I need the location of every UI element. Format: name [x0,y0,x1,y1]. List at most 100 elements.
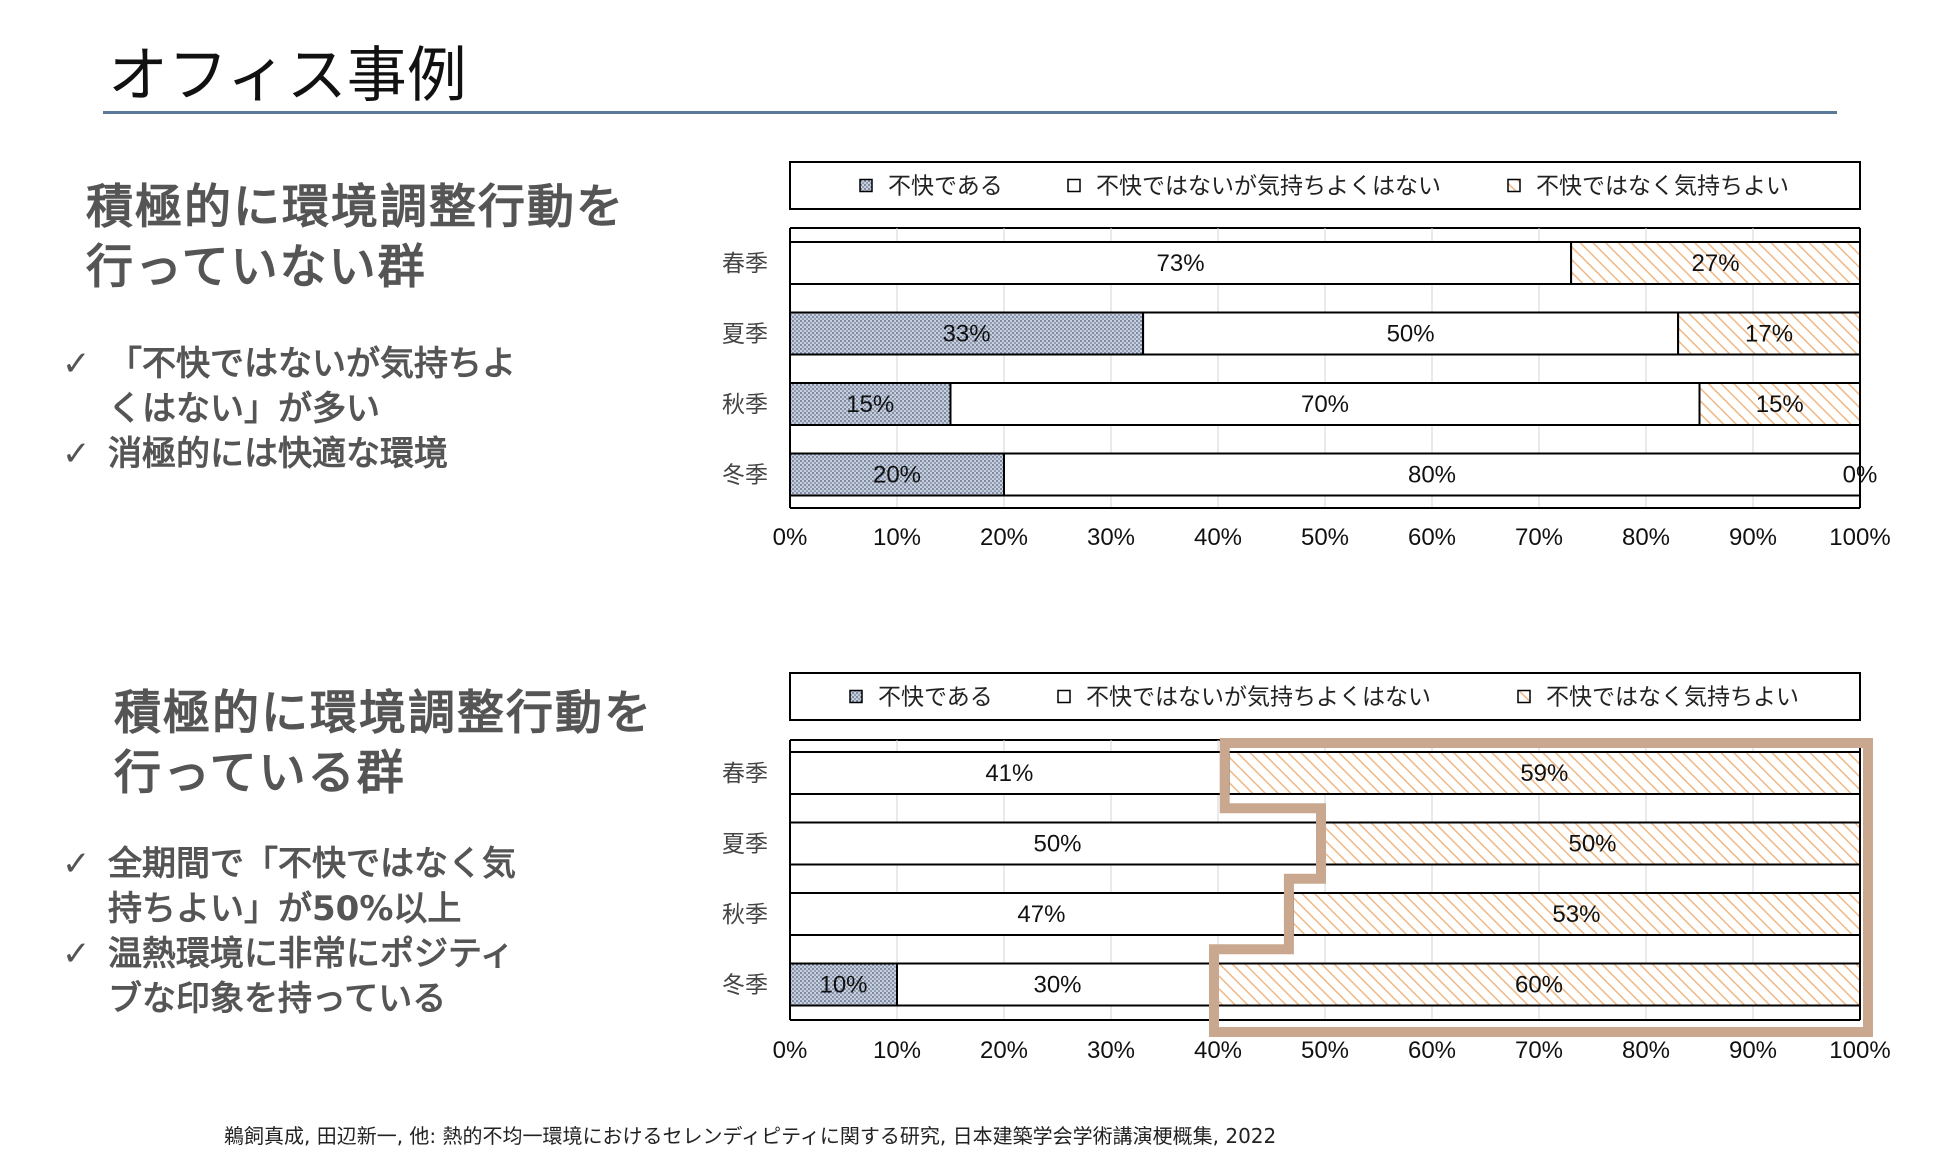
legend-label: 不快ではないが気持ちよくはない [1086,685,1431,711]
x-tick-label: 40% [1194,524,1242,551]
heading-line: 積極的に環境調整行動を [114,686,653,741]
category-label: 秋季 [722,902,768,928]
category-label: 冬季 [722,973,768,999]
bullet-list-not-active: ✓ 「不快ではないが気持ちよ くはない」が多い ✓ 消極的には快適な環境 [62,342,516,477]
x-tick-label: 90% [1729,524,1777,551]
bar-segment [789,382,952,426]
legend-swatch [859,178,873,193]
data-label: 60% [1515,972,1563,999]
data-label: 53% [1552,901,1600,928]
x-tick-label: 60% [1408,1037,1456,1064]
bar-segment [1142,311,1680,356]
data-label: 20% [873,462,921,489]
bar-segment [789,452,1005,497]
x-tick-label: 0% [773,1037,808,1064]
bar-segment [789,241,1573,285]
x-tick-label: 100% [1829,524,1890,551]
data-label: 33% [943,321,991,348]
legend-label: 不快である [878,685,993,711]
bullet-text: 消極的には快適な環境 [108,434,448,474]
x-tick-label: 90% [1729,1037,1777,1064]
heading-line: 行っていない群 [86,240,427,295]
legend-label: 不快ではなく気持ちよい [1546,685,1799,711]
bar-segment [949,382,1701,426]
legend-swatch [849,689,863,704]
heading-line: 行っている群 [114,746,406,801]
highlight-outline [1209,738,1873,1037]
check-icon: ✓ [62,344,91,384]
data-label: 59% [1520,760,1568,787]
bullet-item: ✓ 温熱環境に非常にポジティ ブな印象を持っている [62,932,516,1022]
data-label: 15% [1756,391,1804,418]
category-label: 春季 [722,761,768,787]
bar-segment [1677,311,1861,356]
legend-label: 不快ではなく気持ちよい [1536,174,1789,200]
check-icon: ✓ [62,434,91,474]
bullet-list-active: ✓ 全期間で「不快ではなく気 持ちよい」が50%以上 ✓ 温熱環境に非常にポジテ… [62,842,516,1022]
data-label: 50% [1033,831,1081,858]
x-tick-label: 40% [1194,1037,1242,1064]
check-icon: ✓ [62,844,91,884]
bar-segment [1291,892,1861,936]
bar-segment [1698,382,1861,426]
data-label: 15% [846,391,894,418]
title-divider [103,111,1837,114]
data-label: 41% [985,760,1033,787]
heading-line: 積極的に環境調整行動を [86,180,625,235]
slide-title: オフィス事例 [108,41,467,111]
data-label: 47% [1017,901,1065,928]
data-label: 30% [1033,972,1081,999]
data-label: 50% [1568,831,1616,858]
x-tick-label: 80% [1622,524,1670,551]
category-label: 秋季 [722,392,768,418]
bar-segment [789,962,898,1007]
x-tick-label: 0% [773,524,808,551]
bar-segment [1570,241,1861,285]
bullet-text: 「不快ではないが気持ちよ くはない」が多い [108,344,516,429]
data-label: 73% [1157,250,1205,277]
x-tick-label: 20% [980,1037,1028,1064]
x-tick-label: 60% [1408,524,1456,551]
data-label: 50% [1387,321,1435,348]
category-label: 夏季 [722,322,768,348]
x-tick-label: 100% [1829,1037,1890,1064]
data-label: 0% [1843,462,1878,489]
group-heading-active: 積極的に環境調整行動を 行っている群 [114,684,653,804]
legend-swatch [1507,178,1521,193]
bullet-item: ✓ 「不快ではないが気持ちよ くはない」が多い [62,342,516,432]
x-tick-label: 10% [873,1037,921,1064]
x-tick-label: 50% [1301,1037,1349,1064]
category-label: 冬季 [722,463,768,489]
legend-label: 不快ではないが気持ちよくはない [1096,174,1441,200]
bullet-item: ✓ 消極的には快適な環境 [62,432,516,477]
bar-segment [1217,962,1861,1007]
x-tick-label: 80% [1622,1037,1670,1064]
bar-segment [789,751,1230,795]
legend-swatch [1517,689,1531,704]
legend-box [789,161,1861,210]
legend-label: 不快である [888,174,1003,200]
data-label: 10% [819,972,867,999]
bullet-text: 温熱環境に非常にポジティ ブな印象を持っている [108,934,514,1019]
data-label: 27% [1692,250,1740,277]
legend-swatch [1067,178,1081,193]
citation: 鵜飼真成, 田辺新一, 他: 熱的不均一環境におけるセレンディピティに関する研究… [224,1124,1277,1148]
bar-segment [896,962,1219,1007]
x-tick-label: 20% [980,524,1028,551]
legend-swatch [1057,689,1071,704]
x-tick-label: 50% [1301,524,1349,551]
data-label: 17% [1745,321,1793,348]
bar-segment [1003,452,1861,497]
data-label: 70% [1301,391,1349,418]
bullet-text: 全期間で「不快ではなく気 持ちよい」が50%以上 [108,844,516,929]
legend-box [789,672,1861,721]
x-tick-label: 70% [1515,1037,1563,1064]
category-label: 春季 [722,251,768,277]
check-icon: ✓ [62,934,91,974]
x-tick-label: 30% [1087,1037,1135,1064]
group-heading-not-active: 積極的に環境調整行動を 行っていない群 [86,178,625,298]
x-tick-label: 70% [1515,524,1563,551]
